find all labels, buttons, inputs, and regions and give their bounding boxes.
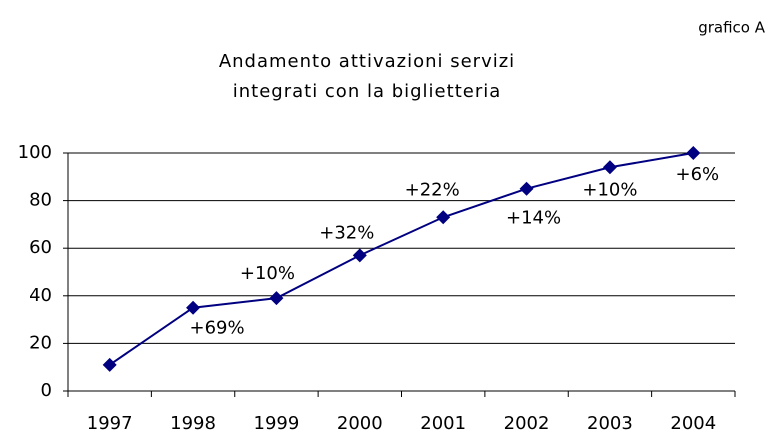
marker (269, 291, 284, 306)
y-tick-label: 20 (29, 332, 52, 353)
change-label: +22% (405, 179, 460, 200)
x-tick-label: 2004 (670, 413, 716, 434)
y-tick-label: 100 (18, 142, 52, 163)
y-tick-label: 60 (29, 237, 52, 258)
change-label: +6% (675, 164, 719, 185)
change-label: +69% (190, 318, 245, 339)
change-label: +10% (240, 263, 295, 284)
marker (352, 248, 367, 263)
marker (102, 357, 117, 372)
x-tick-label: 2001 (420, 413, 466, 434)
x-tick-label: 1998 (170, 413, 216, 434)
chart-title: Andamento attivazioni servizi (219, 51, 515, 72)
y-tick-label: 40 (29, 285, 52, 306)
marker (602, 160, 617, 175)
x-tick-label: 1999 (254, 413, 300, 434)
x-tick-label: 2002 (504, 413, 550, 434)
y-tick-label: 0 (41, 380, 52, 401)
change-label: +32% (319, 222, 374, 243)
chart-title: integrati con la biglietteria (233, 81, 502, 102)
marker (186, 300, 201, 315)
y-tick-label: 80 (29, 190, 52, 211)
marker (519, 181, 534, 196)
corner-label: grafico A (698, 19, 766, 37)
marker (436, 210, 451, 225)
change-label: +10% (582, 179, 637, 200)
marker (686, 146, 701, 160)
change-label: +14% (506, 208, 561, 229)
x-tick-label: 2000 (337, 413, 383, 434)
x-tick-label: 1997 (87, 413, 133, 434)
x-tick-label: 2003 (587, 413, 633, 434)
line (109, 152, 694, 366)
